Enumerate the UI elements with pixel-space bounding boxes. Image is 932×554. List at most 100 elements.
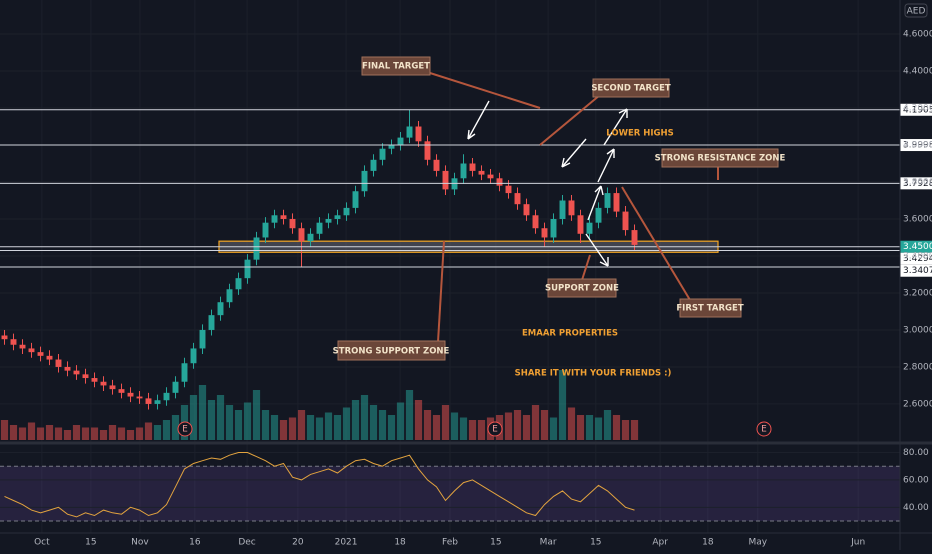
volume-bar	[198, 385, 207, 440]
x-tick-label: 15	[490, 538, 501, 548]
x-tick-label: Dec	[238, 538, 255, 548]
candle-body	[316, 222, 323, 234]
event-label[interactable]: E	[492, 425, 498, 435]
candle-body	[73, 370, 80, 375]
arrow	[587, 185, 604, 221]
volume-bar	[72, 425, 81, 440]
volume-bar	[216, 395, 225, 440]
rsi-tick-label: 40.00	[903, 503, 929, 513]
candle-body	[586, 222, 593, 234]
candle-body	[523, 204, 530, 216]
candle-body	[289, 218, 296, 229]
price-level-label: 3.3407	[903, 266, 932, 276]
volume-bar	[324, 412, 333, 440]
volume-bar	[252, 390, 261, 440]
candle-body	[28, 348, 35, 353]
annotation: EMAAR PROPERTIES	[522, 329, 618, 339]
x-tick-label: 18	[394, 538, 406, 548]
y-tick-label: 3.0000	[903, 325, 932, 335]
candle-body	[163, 392, 170, 401]
event-marker[interactable]	[177, 421, 193, 437]
annotation-box	[679, 298, 742, 318]
event-label[interactable]: E	[761, 425, 767, 435]
volume-bar	[576, 415, 585, 440]
volume-bar	[459, 417, 468, 440]
volume-bar	[297, 410, 306, 440]
volume-bar	[630, 420, 639, 440]
candle-body	[307, 233, 314, 242]
candle-body	[352, 191, 359, 208]
volume-bar	[360, 395, 369, 440]
rsi-line	[4, 452, 635, 518]
volume-bar	[378, 410, 387, 440]
volume-bar	[27, 422, 36, 440]
arrow	[467, 100, 490, 140]
candle-body	[181, 363, 188, 382]
candle-body	[532, 215, 539, 229]
price-level-box	[900, 139, 932, 152]
event-marker[interactable]	[487, 421, 503, 437]
volume-bar	[279, 420, 288, 440]
x-tick-label: Jun	[850, 538, 865, 548]
candle-body	[397, 137, 404, 146]
volume-bar	[234, 410, 243, 440]
volume-bar	[351, 400, 360, 440]
candle-body	[451, 178, 458, 190]
candle-body	[631, 230, 638, 245]
candle-body	[244, 259, 251, 279]
candle-body	[118, 389, 125, 393]
candle-body	[190, 348, 197, 364]
candle-body	[280, 215, 287, 219]
candle-body	[19, 344, 26, 349]
arrow	[597, 148, 615, 183]
volume-bar	[414, 400, 423, 440]
x-tick-label: 18	[702, 538, 714, 548]
volume-bar	[243, 402, 252, 440]
levels-layer: 4.1905 3.9998 3.7928 3.4500 3.4294 3.3407	[0, 103, 932, 277]
price-level-label: 3.4500	[903, 242, 932, 252]
x-tick-label: May	[748, 538, 767, 548]
volume-bar	[117, 427, 126, 440]
event-label[interactable]: E	[182, 425, 188, 435]
candle-body	[478, 170, 485, 175]
volume-bar	[99, 430, 108, 440]
volume-bar	[9, 425, 18, 440]
volume-bar	[162, 420, 171, 440]
candle-body	[361, 170, 368, 192]
annotation: SECOND TARGET	[591, 84, 671, 94]
rsi-band	[0, 466, 900, 522]
volume-bar	[513, 410, 522, 440]
x-tick-label: 15	[85, 538, 96, 548]
annotation-box	[592, 78, 670, 98]
price-level-box	[900, 103, 932, 116]
candle-body	[127, 392, 134, 397]
volume-bar	[468, 420, 477, 440]
volume-bar	[585, 415, 594, 440]
volume-bar	[522, 415, 531, 440]
volume-bar	[405, 390, 414, 440]
price-level-box	[900, 252, 932, 265]
price-level-label: 3.4294	[903, 254, 932, 264]
candle-body	[613, 193, 620, 212]
candle-body	[199, 329, 206, 349]
volume-bar	[558, 370, 567, 440]
candle-body	[298, 228, 305, 242]
candle-body	[109, 385, 116, 390]
candle-body	[550, 218, 557, 238]
volume-bar	[90, 427, 99, 440]
volume-bar	[261, 410, 270, 440]
candle-body	[82, 374, 89, 379]
candle-body	[172, 381, 179, 393]
volume-bar	[144, 422, 153, 440]
y-tick-label: 2.8000	[903, 362, 932, 372]
volume-bar	[225, 405, 234, 440]
candle-body	[406, 126, 413, 138]
annotation: STRONG SUPPORT ZONE	[333, 347, 450, 357]
annotation-pointer	[429, 72, 541, 109]
volume-bar	[342, 407, 351, 440]
volume-bar	[531, 405, 540, 440]
volume-bar	[306, 415, 315, 440]
volume-bar	[612, 415, 621, 440]
event-marker[interactable]	[756, 421, 772, 437]
